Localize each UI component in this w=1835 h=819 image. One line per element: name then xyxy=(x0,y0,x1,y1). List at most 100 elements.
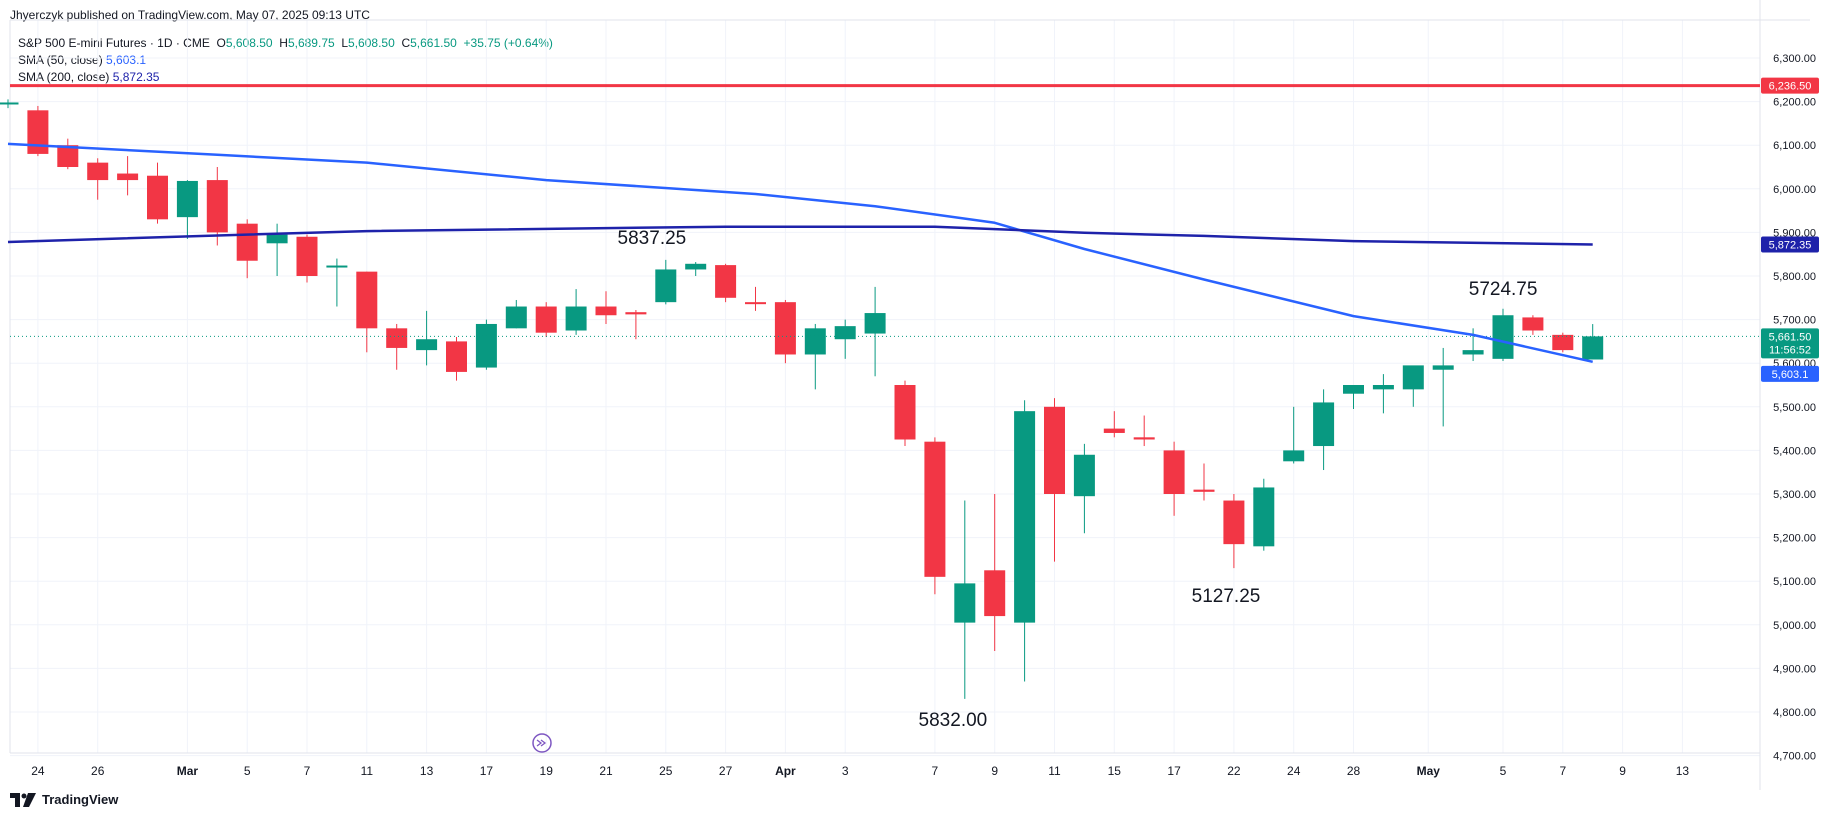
candle-body xyxy=(1193,489,1215,492)
time-tick-label: 13 xyxy=(1676,764,1690,778)
candle xyxy=(236,219,258,279)
symbol-title: S&P 500 E-mini Futures · 1D · CME xyxy=(18,36,210,50)
candle xyxy=(1014,400,1036,682)
candle-body xyxy=(1343,385,1364,394)
resistance-price-tag-text: 6,236.50 xyxy=(1769,81,1812,93)
candle-body xyxy=(954,583,976,623)
candle xyxy=(685,262,707,276)
candle xyxy=(296,234,318,283)
price-tick-label: 5,500.00 xyxy=(1773,402,1816,414)
price-tick-label: 6,000.00 xyxy=(1773,184,1816,196)
price-tick-label: 5,000.00 xyxy=(1773,620,1816,632)
candle xyxy=(176,180,198,239)
candle-body xyxy=(1283,450,1305,462)
footer-brand[interactable]: TradingView xyxy=(10,792,118,807)
candle xyxy=(804,323,826,390)
candle-body xyxy=(1402,365,1424,390)
candle-body xyxy=(176,180,198,218)
legend-sma50-row[interactable]: SMA (50, close) 5,603.1 xyxy=(18,52,553,69)
published-by-line: Jhyerczyk published on TradingView.com, … xyxy=(10,8,370,22)
candle xyxy=(1372,374,1394,414)
sma50-value: 5,603.1 xyxy=(106,53,147,67)
candle-body xyxy=(1103,428,1125,433)
legend-sma200-row[interactable]: SMA (200, close) 5,872.35 xyxy=(18,69,553,86)
candle-body xyxy=(1014,411,1036,623)
sma50-label: SMA (50, close) xyxy=(18,53,103,67)
candle xyxy=(1073,443,1095,534)
candle xyxy=(356,271,378,353)
candle-body xyxy=(356,271,378,329)
price-axis: 6,300.00 6,200.00 6,100.00 6,000.00 5,900.00… xyxy=(1773,53,1816,763)
candle xyxy=(147,162,168,224)
candle-body xyxy=(894,385,916,440)
resistance-price-tag: 6,236.50 xyxy=(1761,77,1819,94)
time-tick-label: 22 xyxy=(1227,764,1241,778)
candle xyxy=(1133,415,1155,447)
candle xyxy=(1313,389,1335,471)
candle-body xyxy=(595,306,617,316)
time-tick-label: Apr xyxy=(775,764,796,778)
time-tick-label: 7 xyxy=(932,764,939,778)
candles xyxy=(0,99,1760,699)
candle xyxy=(864,286,886,377)
price-annotation: 5837.25 xyxy=(618,228,687,249)
price-tick-label: 4,800.00 xyxy=(1773,707,1816,719)
last-price-tag-bg xyxy=(1761,328,1819,359)
candle-body xyxy=(1253,487,1275,547)
time-tick-label: Mar xyxy=(177,764,199,778)
price-tick-label: 6,300.00 xyxy=(1773,53,1816,65)
candle xyxy=(505,299,527,329)
sma200-price-tag-bg xyxy=(1761,236,1819,253)
candle-body xyxy=(386,328,408,348)
price-tick-label: 5,900.00 xyxy=(1773,227,1816,239)
time-tick-label: 5 xyxy=(1500,764,1507,778)
candle xyxy=(57,138,79,170)
time-tick-label: 13 xyxy=(420,764,434,778)
candle-body xyxy=(236,223,258,261)
candle-body xyxy=(924,441,946,577)
candle xyxy=(655,259,677,305)
candle-body xyxy=(804,328,826,355)
price-tick-label: 4,900.00 xyxy=(1773,663,1816,675)
replay-icon[interactable] xyxy=(532,733,552,753)
candle xyxy=(625,310,647,340)
candle-body xyxy=(984,570,1006,617)
time-tick-label: 7 xyxy=(304,764,311,778)
candle xyxy=(1044,398,1065,562)
price-change: +35.75 (+0.64%) xyxy=(463,36,553,50)
time-tick-label: 19 xyxy=(540,764,554,778)
candle-body xyxy=(266,234,288,244)
time-tick-label: 25 xyxy=(659,764,673,778)
time-tick-label: May xyxy=(1417,764,1441,778)
candle xyxy=(1402,365,1424,407)
candle xyxy=(1253,478,1275,551)
candle xyxy=(535,302,557,338)
sma50-line xyxy=(7,142,1593,364)
price-annotation: 5127.25 xyxy=(1192,586,1261,607)
price-chart[interactable]: 5837.25 5832.00 5127.25 5724.75 6,300.00 6,2… xyxy=(0,0,1835,790)
sma200-label: SMA (200, close) xyxy=(18,70,110,84)
candle xyxy=(1492,308,1514,362)
price-tick-label: 5,700.00 xyxy=(1773,315,1816,327)
sma50-price-tag-text: 5,603.1 xyxy=(1772,369,1809,381)
candle xyxy=(1193,463,1215,501)
candle-body xyxy=(1372,385,1394,390)
candle xyxy=(206,167,228,246)
candle-body xyxy=(475,323,497,368)
price-annotation: 5832.00 xyxy=(919,710,988,731)
time-axis: 24 26 Mar 5 7 11 13 17 19 21 25 27 Apr 3 7 9 11 15 17 22 24 2… xyxy=(31,764,1689,778)
candle xyxy=(117,156,139,196)
candle-body xyxy=(1582,336,1604,360)
candle xyxy=(386,323,408,370)
last-price-tag-text: 11:56:52 xyxy=(1769,344,1811,356)
legend-symbol-row[interactable]: S&P 500 E-mini Futures · 1D · CME O5,608… xyxy=(18,35,553,52)
candle xyxy=(87,158,109,200)
candle xyxy=(1343,385,1364,409)
price-tick-label: 5,300.00 xyxy=(1773,489,1816,501)
candle-body xyxy=(1492,315,1514,359)
chart-grid xyxy=(10,20,1760,757)
candle-body xyxy=(1552,334,1574,351)
sma200-line xyxy=(7,225,1593,246)
